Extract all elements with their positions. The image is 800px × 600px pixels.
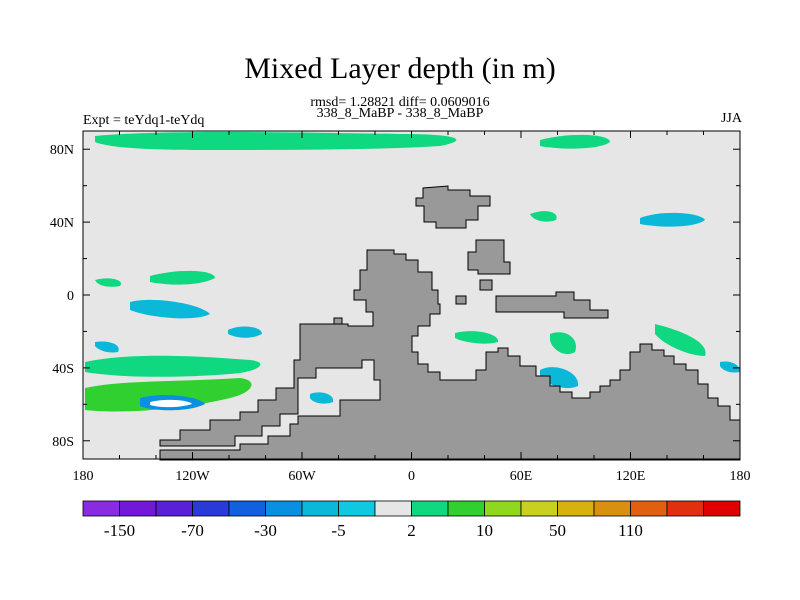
colorbar-label: -70 xyxy=(181,521,204,540)
x-tick-label: 180 xyxy=(73,469,94,484)
trop-cyan-small xyxy=(95,341,119,353)
colorbar-swatch xyxy=(703,500,741,517)
y-tick-label: 0 xyxy=(67,289,74,304)
colorbar-swatch xyxy=(484,500,522,517)
colorbar-swatch xyxy=(265,500,303,517)
chart-subtitle: 338_8_MaBP - 338_8_MaBP xyxy=(316,106,484,121)
colorbar-swatch xyxy=(192,500,230,517)
land-island-2 xyxy=(479,279,493,291)
so-green-band-2 xyxy=(85,378,252,412)
colorbar-swatch xyxy=(666,500,704,517)
so-cyan-pac-east xyxy=(720,361,740,373)
so-green-band xyxy=(85,355,261,377)
colorbar-swatch xyxy=(119,500,157,517)
colorbar-label: -5 xyxy=(331,521,345,540)
anomaly-patches xyxy=(85,132,740,412)
trop-green-pac xyxy=(655,324,706,356)
trop-green-io xyxy=(550,332,576,355)
land-masks xyxy=(159,185,741,461)
y-axis: 80N 40N 0 40S 80S xyxy=(50,143,740,450)
colorbar-swatch xyxy=(593,500,631,517)
x-tick-label: 120W xyxy=(175,469,210,484)
land-island-1 xyxy=(455,295,467,305)
map-panel: 180 120W 60W 0 60E 120E 180 80N 40N 0 40S 80S xyxy=(50,130,751,484)
y-tick-label: 80S xyxy=(52,435,74,450)
stats-line: rmsd= 1.28821 diff= 0.0609016 xyxy=(310,95,490,110)
land-maritime xyxy=(495,291,609,319)
npac-green-west xyxy=(95,278,121,287)
y-tick-label: 40S xyxy=(52,362,74,377)
colorbar-swatch xyxy=(82,500,120,517)
colorbar-swatch xyxy=(301,500,339,517)
x-axis: 180 120W 60W 0 60E 120E 180 xyxy=(73,131,751,484)
x-tick-label: 120E xyxy=(616,469,646,484)
trop-green-1 xyxy=(150,270,215,285)
experiment-label: Expt = teYdq1-teYdq xyxy=(83,113,205,128)
colorbar-swatch xyxy=(155,500,193,517)
trop-cyan-2 xyxy=(228,326,262,338)
y-tick-label: 40N xyxy=(50,216,74,231)
chart-title: Mixed Layer depth (in m) xyxy=(244,52,556,85)
so-white-core xyxy=(150,399,192,408)
colorbar-swatch xyxy=(630,500,668,517)
land-island-3 xyxy=(333,317,343,325)
npac-cyan-patch xyxy=(640,212,705,227)
colorbar-swatch xyxy=(447,500,485,517)
land-asia-north xyxy=(415,185,491,229)
colorbar-swatch xyxy=(228,500,266,517)
colorbar-swatch xyxy=(557,500,595,517)
x-tick-label: 180 xyxy=(730,469,751,484)
y-tick-label: 80N xyxy=(50,143,74,158)
x-tick-label: 60E xyxy=(510,469,533,484)
season-label: JJA xyxy=(720,111,742,126)
colorbar-label: 50 xyxy=(549,521,566,540)
natl-green-patch xyxy=(530,211,557,222)
colorbar-swatch xyxy=(520,500,558,517)
colorbar-swatch xyxy=(411,500,449,517)
land-asia-south xyxy=(467,239,511,275)
trop-cyan-1 xyxy=(130,299,210,319)
colorbar: -150 -70 -30 -5 2 10 50 110 xyxy=(82,500,741,540)
x-tick-label: 0 xyxy=(408,469,415,484)
colorbar-label: -150 xyxy=(104,521,135,540)
arctic-green-band xyxy=(95,132,457,150)
land-americas xyxy=(159,249,741,461)
x-tick-label: 60W xyxy=(288,469,316,484)
arctic-green-east xyxy=(540,134,610,149)
colorbar-label: 2 xyxy=(407,521,416,540)
trop-green-east xyxy=(455,331,499,344)
so-cyan-south-america xyxy=(310,392,334,404)
colorbar-label: -30 xyxy=(254,521,277,540)
colorbar-swatch xyxy=(374,500,412,517)
colorbar-swatch xyxy=(338,500,376,517)
colorbar-label: 10 xyxy=(476,521,493,540)
colorbar-label: 110 xyxy=(618,521,643,540)
